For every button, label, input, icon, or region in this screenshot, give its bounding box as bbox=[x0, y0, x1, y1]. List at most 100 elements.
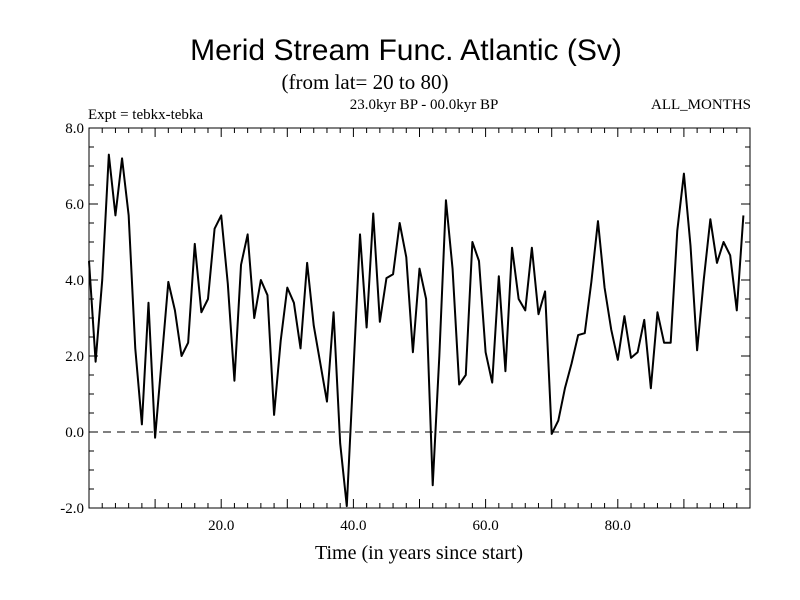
data-point bbox=[723, 241, 725, 243]
data-point bbox=[114, 214, 116, 216]
data-point bbox=[584, 332, 586, 334]
data-point bbox=[432, 484, 434, 486]
data-point bbox=[134, 347, 136, 349]
data-point bbox=[637, 351, 639, 353]
data-point bbox=[518, 298, 520, 300]
data-point bbox=[650, 387, 652, 389]
data-point bbox=[174, 309, 176, 311]
data-point bbox=[240, 264, 242, 266]
data-point bbox=[101, 279, 103, 281]
data-point bbox=[498, 275, 500, 277]
data-point bbox=[379, 321, 381, 323]
data-point bbox=[610, 328, 612, 330]
data-point bbox=[571, 363, 573, 365]
data-point bbox=[260, 279, 262, 281]
data-point bbox=[247, 233, 249, 235]
data-point bbox=[736, 309, 738, 311]
data-point bbox=[300, 347, 302, 349]
x-tick-label: 20.0 bbox=[208, 518, 234, 534]
data-point bbox=[425, 298, 427, 300]
data-point bbox=[690, 245, 692, 247]
data-point bbox=[372, 213, 374, 215]
data-point bbox=[557, 420, 559, 422]
data-point bbox=[147, 302, 149, 304]
data-point bbox=[617, 359, 619, 361]
data-point bbox=[643, 319, 645, 321]
data-point bbox=[121, 157, 123, 159]
data-point bbox=[531, 247, 533, 249]
data-point bbox=[187, 342, 189, 344]
data-point bbox=[716, 262, 718, 264]
data-point bbox=[419, 268, 421, 270]
data-point bbox=[306, 262, 308, 264]
data-point bbox=[491, 382, 493, 384]
data-point bbox=[352, 370, 354, 372]
experiment-label: Expt = tebkx-tebka bbox=[88, 107, 203, 123]
data-point bbox=[220, 214, 222, 216]
data-point bbox=[313, 325, 315, 327]
y-tick-label: 6.0 bbox=[65, 197, 84, 213]
data-point bbox=[452, 268, 454, 270]
x-tick-label: 40.0 bbox=[340, 518, 366, 534]
data-point bbox=[214, 228, 216, 230]
y-tick-label: -2.0 bbox=[60, 501, 84, 517]
y-tick-label: 2.0 bbox=[65, 349, 84, 365]
data-point bbox=[465, 374, 467, 376]
data-point bbox=[161, 359, 163, 361]
data-point bbox=[412, 351, 414, 353]
chart-subtitle: (from lat= 20 to 80) bbox=[282, 70, 449, 94]
x-tick-label: 80.0 bbox=[605, 518, 631, 534]
data-point bbox=[729, 254, 731, 256]
data-point bbox=[293, 302, 295, 304]
data-point bbox=[141, 423, 143, 425]
data-point bbox=[630, 357, 632, 359]
data-point bbox=[339, 442, 341, 444]
data-point bbox=[194, 243, 196, 245]
data-point bbox=[405, 256, 407, 258]
chart-title: Merid Stream Func. Atlantic (Sv) bbox=[190, 34, 622, 67]
data-point bbox=[445, 199, 447, 201]
data-point bbox=[590, 281, 592, 283]
x-tick-label: 60.0 bbox=[472, 518, 498, 534]
data-point bbox=[511, 247, 513, 249]
data-point bbox=[154, 437, 156, 439]
data-point bbox=[95, 361, 97, 363]
data-point bbox=[253, 317, 255, 319]
y-tick-label: 0.0 bbox=[65, 425, 84, 441]
data-point bbox=[703, 279, 705, 281]
data-point bbox=[385, 277, 387, 279]
data-point bbox=[273, 414, 275, 416]
data-point bbox=[683, 173, 685, 175]
data-point bbox=[108, 154, 110, 156]
data-point bbox=[551, 433, 553, 435]
data-point bbox=[623, 315, 625, 317]
data-point bbox=[280, 340, 282, 342]
data-point bbox=[167, 281, 169, 283]
data-point bbox=[207, 298, 209, 300]
data-point bbox=[227, 283, 229, 285]
data-point bbox=[485, 351, 487, 353]
time-range-label: 23.0kyr BP - 00.0kyr BP bbox=[350, 97, 499, 113]
y-tick-label: 8.0 bbox=[65, 121, 84, 137]
data-point bbox=[200, 311, 202, 313]
data-point bbox=[478, 260, 480, 262]
data-point bbox=[544, 290, 546, 292]
data-point bbox=[392, 273, 394, 275]
plot-frame bbox=[88, 127, 751, 509]
data-point bbox=[458, 384, 460, 386]
x-axis-label: Time (in years since start) bbox=[315, 542, 523, 564]
data-point bbox=[181, 355, 183, 357]
data-point bbox=[676, 230, 678, 232]
data-point bbox=[359, 233, 361, 235]
y-tick-label: 4.0 bbox=[65, 273, 84, 289]
data-line bbox=[88, 153, 745, 508]
data-point bbox=[326, 401, 328, 403]
data-point bbox=[709, 218, 711, 220]
x-axis: 20.0 40.0 60.0 80.0 bbox=[101, 128, 738, 534]
data-point bbox=[597, 220, 599, 222]
data-point bbox=[128, 214, 130, 216]
y-axis: -2.0 0.0 2.0 4.0 6.0 8.0 bbox=[60, 121, 750, 517]
months-label: ALL_MONTHS bbox=[651, 97, 751, 113]
data-point bbox=[577, 334, 579, 336]
